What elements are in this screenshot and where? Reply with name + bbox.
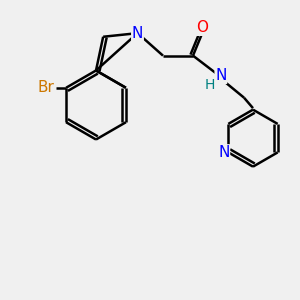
Text: N: N xyxy=(132,26,143,40)
Text: H: H xyxy=(205,78,215,92)
Text: O: O xyxy=(196,20,208,35)
Text: Br: Br xyxy=(38,80,55,95)
Text: N: N xyxy=(218,145,230,160)
Text: N: N xyxy=(215,68,226,83)
